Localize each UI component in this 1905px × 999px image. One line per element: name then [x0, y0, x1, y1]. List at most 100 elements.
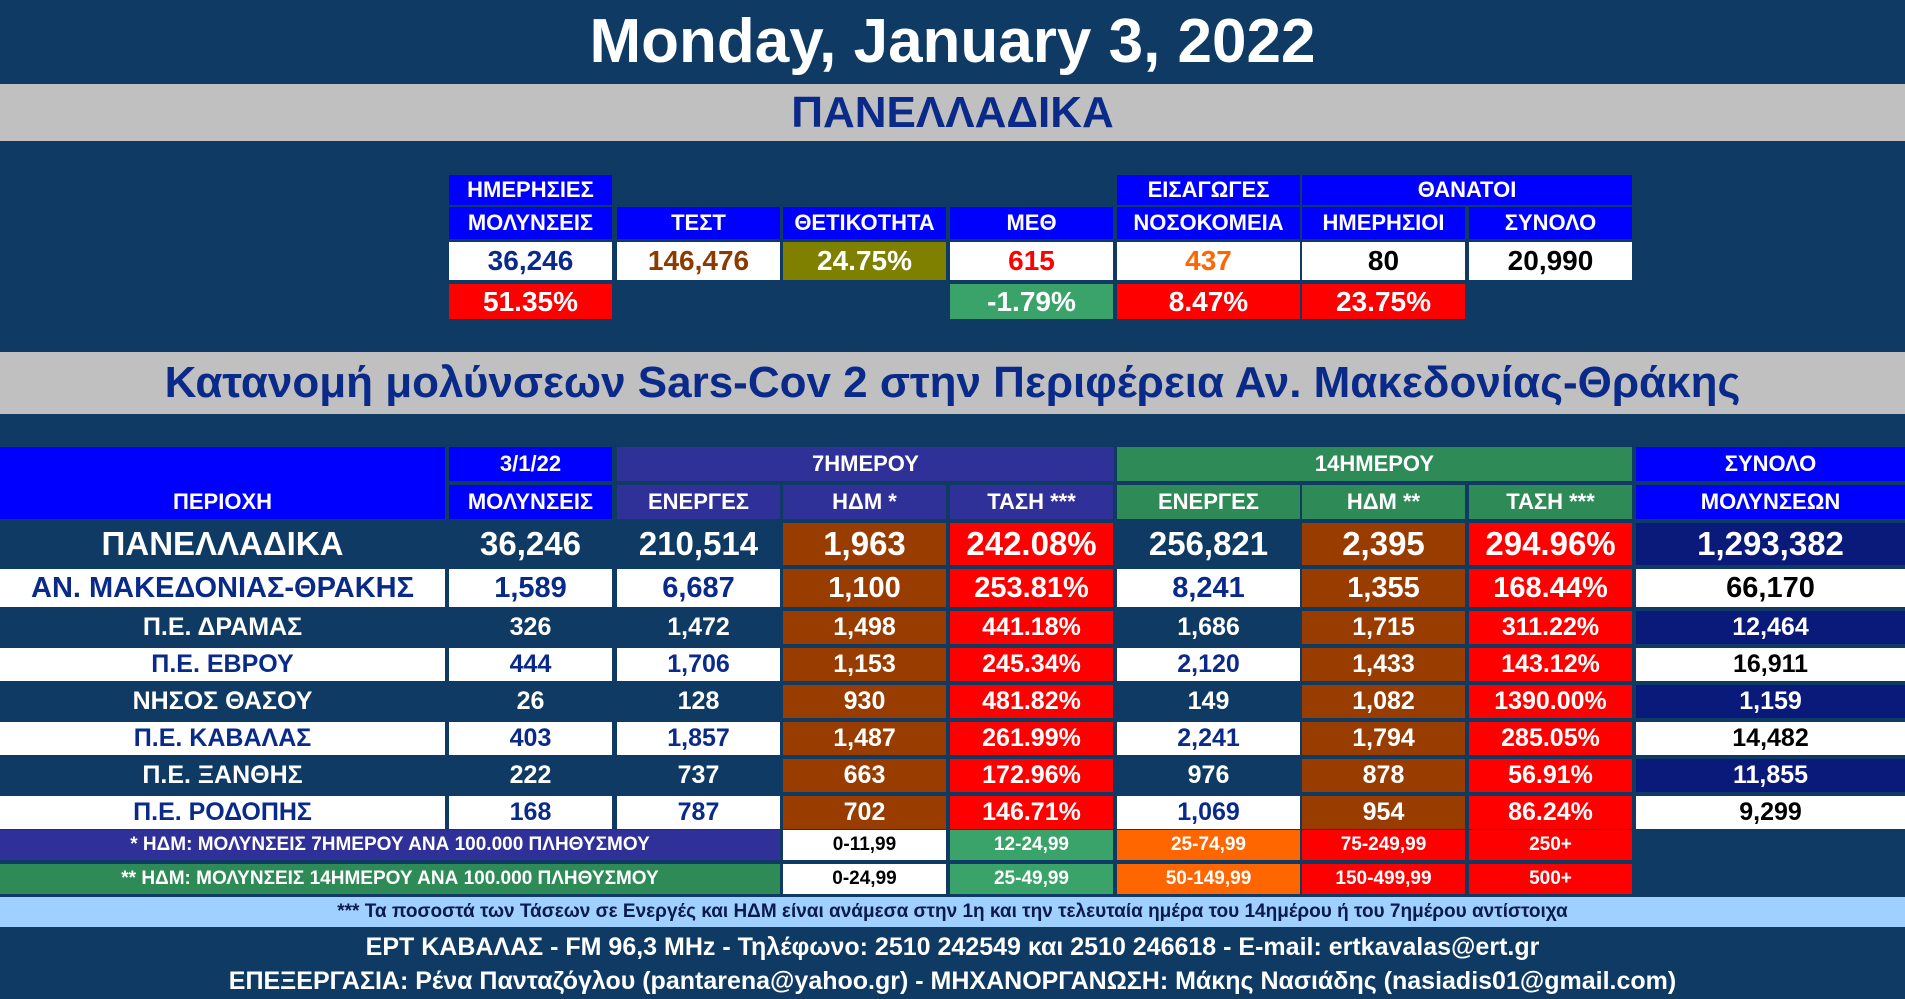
- credits-line1: ΕΡΤ ΚΑΒΑΛΑΣ - FM 96,3 MHz - Τηλέφωνο: 25…: [365, 932, 1540, 961]
- table-cell-hdm7: 702: [783, 796, 946, 829]
- footnote: *** Τα ποσοστά των Τάσεων σε Ενεργές και…: [0, 897, 1905, 927]
- table-cell-total: 1,293,382: [1636, 523, 1905, 565]
- table-cell-area: ΠΑΝΕΛΛΑΔΙΚΑ: [0, 523, 445, 565]
- positivity-value: 24.75%: [783, 242, 946, 280]
- active7-column-header: ΕΝΕΡΓΕΣ: [617, 485, 780, 519]
- table-cell-infections: 26: [449, 685, 612, 718]
- table-cell-trend14: 56.91%: [1469, 759, 1632, 792]
- table-cell-active14: 256,821: [1117, 523, 1300, 565]
- table-cell-hdm14: 1,082: [1302, 685, 1465, 718]
- fourteen-day-header: 14ΗΜΕΡΟΥ: [1117, 447, 1632, 481]
- table-cell-active7: 210,514: [617, 523, 780, 565]
- table-cell-infections: 444: [449, 648, 612, 681]
- table-cell-hdm7: 1,153: [783, 648, 946, 681]
- table-cell-infections: 403: [449, 722, 612, 755]
- table-cell-active7: 787: [617, 796, 780, 829]
- seven-day-header: 7ΗΜΕΡΟΥ: [617, 447, 1114, 481]
- daily-infections-header-line1: ΗΜΕΡΗΣΙΕΣ: [449, 175, 612, 205]
- admissions-header-line1: ΕΙΣΑΓΩΓΕΣ: [1117, 175, 1300, 205]
- deaths-daily-value: 80: [1302, 242, 1465, 280]
- table-cell-area: ΑΝ. ΜΑΚΕΔΟΝΙΑΣ-ΘΡΑΚΗΣ: [0, 569, 445, 607]
- table-cell-active14: 1,069: [1117, 796, 1300, 829]
- table-cell-total: 12,464: [1636, 611, 1905, 644]
- legend-range-hdm14-2: 50-149,99: [1117, 864, 1300, 894]
- table-cell-hdm7: 663: [783, 759, 946, 792]
- table-cell-trend7: 146.71%: [950, 796, 1113, 829]
- table-cell-hdm14: 1,433: [1302, 648, 1465, 681]
- legend-range-hdm14-4: 500+: [1469, 864, 1632, 894]
- legend-range-hdm14-0: 0-24,99: [783, 864, 946, 894]
- date-header: 3/1/22: [449, 447, 612, 481]
- table-cell-area: Π.Ε. ΔΡΑΜΑΣ: [0, 611, 445, 644]
- table-cell-trend14: 86.24%: [1469, 796, 1632, 829]
- table-cell-total: 66,170: [1636, 569, 1905, 607]
- table-cell-trend14: 285.05%: [1469, 722, 1632, 755]
- active14-column-header: ΕΝΕΡΓΕΣ: [1117, 485, 1300, 519]
- table-cell-active14: 1,686: [1117, 611, 1300, 644]
- table-cell-hdm7: 1,487: [783, 722, 946, 755]
- table-cell-trend7: 172.96%: [950, 759, 1113, 792]
- table-cell-total: 11,855: [1636, 759, 1905, 792]
- table-cell-infections: 168: [449, 796, 612, 829]
- admissions-header-line2: ΝΟΣΟΚΟΜΕΙΑ: [1117, 207, 1300, 239]
- table-cell-total: 16,911: [1636, 648, 1905, 681]
- hdm14-legend-label: ** ΗΔΜ: ΜΟΛΥΝΣΕΙΣ 14ΗΜΕΡΟΥ ΑΝΑ 100.000 Π…: [0, 864, 780, 894]
- total-header: ΣΥΝΟΛΟ: [1636, 447, 1905, 481]
- legend-range-hdm7-3: 75-249,99: [1302, 830, 1465, 860]
- national-title: ΠΑΝΕΛΛΑΔΙΚΑ: [0, 84, 1905, 141]
- table-cell-hdm7: 930: [783, 685, 946, 718]
- table-cell-trend14: 294.96%: [1469, 523, 1632, 565]
- table-cell-hdm14: 878: [1302, 759, 1465, 792]
- table-cell-trend7: 261.99%: [950, 722, 1113, 755]
- table-cell-hdm14: 1,794: [1302, 722, 1465, 755]
- deaths-daily-header: ΗΜΕΡΗΣΙΟΙ: [1302, 207, 1465, 239]
- table-cell-trend7: 242.08%: [950, 523, 1113, 565]
- legend-range-hdm7-1: 12-24,99: [950, 830, 1113, 860]
- deaths-total-value: 20,990: [1469, 242, 1632, 280]
- table-cell-active7: 1,706: [617, 648, 780, 681]
- table-cell-hdm14: 1,355: [1302, 569, 1465, 607]
- hdm14-column-header: ΗΔΜ **: [1302, 485, 1465, 519]
- table-cell-hdm14: 2,395: [1302, 523, 1465, 565]
- trend14-column-header: ΤΑΣΗ ***: [1469, 485, 1632, 519]
- table-cell-area: Π.Ε. ΕΒΡΟΥ: [0, 648, 445, 681]
- table-cell-active14: 976: [1117, 759, 1300, 792]
- legend-range-hdm7-4: 250+: [1469, 830, 1632, 860]
- deaths-total-header: ΣΥΝΟΛΟ: [1469, 207, 1632, 239]
- legend-range-hdm7-2: 25-74,99: [1117, 830, 1300, 860]
- credits-line2: ΕΠΕΞΕΡΓΑΣΙΑ: Ρένα Πανταζόγλου (pantarena…: [228, 966, 1677, 995]
- table-cell-hdm7: 1,963: [783, 523, 946, 565]
- tests-header: ΤΕΣΤ: [617, 207, 780, 239]
- table-cell-trend14: 143.12%: [1469, 648, 1632, 681]
- table-cell-active14: 2,241: [1117, 722, 1300, 755]
- daily-infections-change: 51.35%: [449, 284, 612, 319]
- table-cell-trend7: 481.82%: [950, 685, 1113, 718]
- table-cell-area: Π.Ε. ΞΑΝΘΗΣ: [0, 759, 445, 792]
- region-title: Κατανομή μολύνσεων Sars-Cov 2 στην Περιφ…: [0, 352, 1905, 414]
- tests-value: 146,476: [617, 242, 780, 280]
- table-cell-total: 1,159: [1636, 685, 1905, 718]
- table-cell-active14: 149: [1117, 685, 1300, 718]
- deaths-header: ΘΑΝΑΤΟΙ: [1302, 175, 1632, 205]
- page-title: Monday, January 3, 2022: [589, 6, 1316, 76]
- legend-range-hdm7-0: 0-11,99: [783, 830, 946, 860]
- icu-change: -1.79%: [950, 284, 1113, 319]
- table-cell-active14: 8,241: [1117, 569, 1300, 607]
- table-cell-trend7: 245.34%: [950, 648, 1113, 681]
- table-cell-hdm14: 1,715: [1302, 611, 1465, 644]
- table-cell-active7: 1,472: [617, 611, 780, 644]
- table-cell-area: Π.Ε. ΡΟΔΟΠΗΣ: [0, 796, 445, 829]
- icu-header: ΜΕΘ: [950, 207, 1113, 239]
- hdm7-column-header: ΗΔΜ *: [783, 485, 946, 519]
- icu-value: 615: [950, 242, 1113, 280]
- infections-column-header: ΜΟΛΥΝΣΕΙΣ: [449, 485, 612, 519]
- table-cell-total: 14,482: [1636, 722, 1905, 755]
- table-cell-hdm7: 1,100: [783, 569, 946, 607]
- area-column-header: ΠΕΡΙΟΧΗ: [0, 485, 445, 519]
- positivity-header: ΘΕΤΙΚΟΤΗΤΑ: [783, 207, 946, 239]
- total-column-header: ΜΟΛΥΝΣΕΩΝ: [1636, 485, 1905, 519]
- trend7-column-header: ΤΑΣΗ ***: [950, 485, 1113, 519]
- admissions-value: 437: [1117, 242, 1300, 280]
- table-cell-hdm7: 1,498: [783, 611, 946, 644]
- hdm7-legend-label: * ΗΔΜ: ΜΟΛΥΝΣΕΙΣ 7ΗΜΕΡΟΥ ΑΝΑ 100.000 ΠΛΗ…: [0, 830, 780, 860]
